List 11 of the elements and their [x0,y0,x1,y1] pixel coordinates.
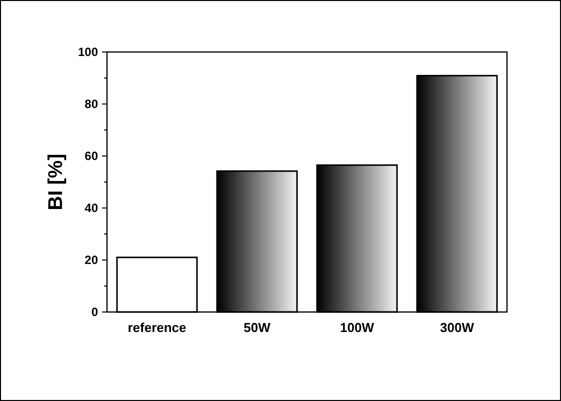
x-tick-label: 300W [440,320,475,335]
y-tick-label: 40 [84,201,98,216]
y-tick-label: 100 [78,45,98,60]
y-tick-label: 60 [84,149,98,164]
x-tick-label: 100W [340,320,375,335]
y-tick-label: 0 [91,305,98,320]
x-tick-label: 50W [244,320,272,335]
y-tick-label: 20 [84,253,98,268]
y-tick-label: 80 [84,97,98,112]
x-tick-label: reference [128,320,186,335]
y-axis-title: BI [%] [45,154,67,210]
